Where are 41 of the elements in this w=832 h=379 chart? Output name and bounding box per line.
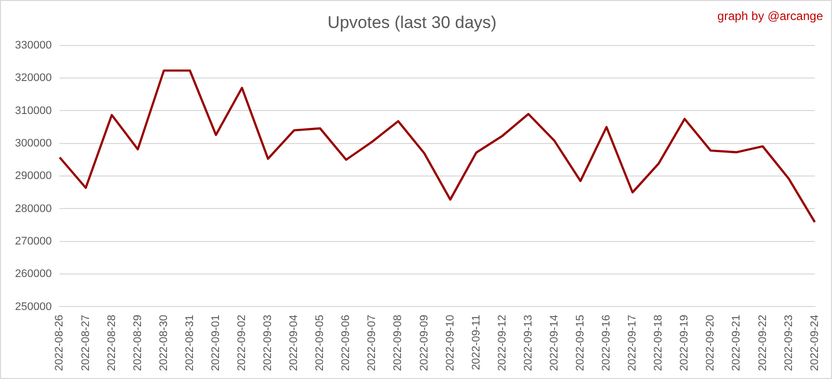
x-tick-label: 2022-09-08 xyxy=(392,314,404,372)
x-tick-label: 2022-09-04 xyxy=(288,314,300,372)
x-tick-label: 2022-08-26 xyxy=(54,314,66,372)
x-tick-label: 2022-09-18 xyxy=(652,314,665,372)
x-tick-label: 2022-09-20 xyxy=(704,314,717,372)
x-tick-label: 2022-08-27 xyxy=(80,314,92,372)
x-tick-label: 2022-09-23 xyxy=(782,314,795,372)
x-tick-label: 2022-08-30 xyxy=(158,314,170,372)
y-tick-label: 290000 xyxy=(14,170,52,182)
x-tick-label: 2022-09-10 xyxy=(444,314,456,372)
x-tick-label: 2022-09-16 xyxy=(600,314,613,372)
y-tick-label: 280000 xyxy=(14,202,52,215)
x-tick-label: 2022-09-03 xyxy=(262,314,274,372)
y-tick-label: 260000 xyxy=(14,268,52,280)
x-tick-label: 2022-09-17 xyxy=(626,314,639,372)
x-tick-label: 2022-09-22 xyxy=(756,314,769,372)
x-tick-label: 2022-09-07 xyxy=(366,314,378,372)
chart-title: Upvotes (last 30 days) xyxy=(327,12,497,32)
y-tick-label: 270000 xyxy=(14,235,52,248)
x-tick-label: 2022-09-15 xyxy=(574,314,586,372)
x-tick-label: 2022-09-14 xyxy=(548,314,560,372)
x-tick-label: 2022-09-13 xyxy=(522,314,534,372)
x-tick-label: 2022-09-11 xyxy=(470,314,482,370)
x-tick-label: 2022-09-19 xyxy=(678,314,691,372)
x-tick-label: 2022-08-28 xyxy=(106,314,118,372)
x-tick-label: 2022-09-05 xyxy=(314,314,326,372)
x-tick-label: 2022-09-02 xyxy=(236,314,248,372)
x-tick-label: 2022-09-24 xyxy=(808,314,821,372)
text: graph by @arcange xyxy=(717,9,823,23)
y-tick-label: 320000 xyxy=(14,72,52,84)
x-tick-label: 2022-08-31 xyxy=(184,314,196,372)
x-tick-label: 2022-09-09 xyxy=(418,314,430,372)
x-tick-label: 2022-09-06 xyxy=(340,314,352,372)
x-tick-label: 2022-08-29 xyxy=(132,314,144,372)
x-tick-label: 2022-09-01 xyxy=(210,314,222,372)
x-tick-label: 2022-09-12 xyxy=(496,314,508,372)
y-tick-label: 250000 xyxy=(14,300,52,313)
y-tick-label: 300000 xyxy=(14,137,52,150)
x-tick-label: 2022-09-21 xyxy=(730,314,743,372)
y-tick-label: 330000 xyxy=(14,39,52,52)
y-tick-label: 310000 xyxy=(14,104,52,117)
